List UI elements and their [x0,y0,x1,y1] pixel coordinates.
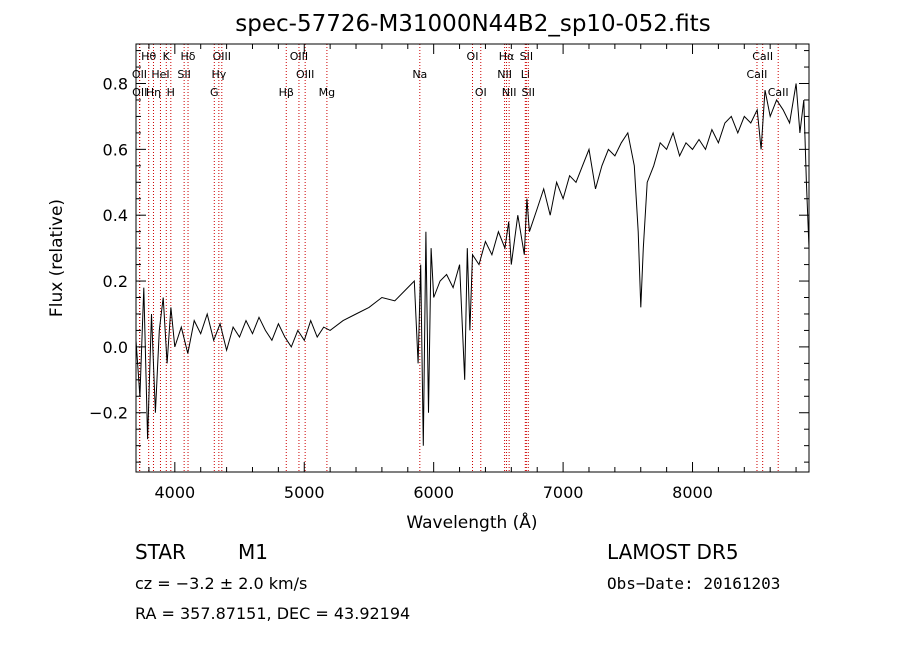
spectral-line-label: Hη [146,86,161,99]
coordinates: RA = 357.87151, DEC = 43.92194 [135,604,411,623]
redshift-velocity: cz = −3.2 ± 2.0 km/s [135,574,308,593]
object-class: STAR [135,540,186,564]
object-subclass: M1 [238,540,268,564]
spectral-line-label: OIII [213,50,231,63]
x-axis-label: Wavelength (Å) [406,511,537,533]
spectral-line-label: Hβ [279,86,294,99]
spectral-line-label: HeI [151,68,169,81]
spectrum-line [135,83,810,446]
y-tick-label: 0.8 [103,75,128,94]
spectral-line-label: CaII [768,86,789,99]
spectral-line-label: CaII [747,68,768,81]
y-tick-label: 0.6 [103,140,128,159]
spectral-line-label: SII [520,50,533,63]
spectral-line-label: Hδ [181,50,196,63]
spectrum-series [135,83,810,446]
y-tick-label: 0.2 [103,272,128,291]
spectral-line-label: SII [522,86,535,99]
x-tick-label: 6000 [413,483,454,502]
x-tick-label: 7000 [543,483,584,502]
spectral-line-label: OIII [296,68,314,81]
spectral-line-label: H [167,86,175,99]
y-tick-label: −0.2 [89,404,128,423]
spectral-line-label: SII [177,68,190,81]
spectral-line-label: NII [502,86,517,99]
spectral-line-label: Li [521,68,530,81]
survey-name: LAMOST DR5 [607,540,739,564]
spectral-line-label: OI [467,50,479,63]
spectral-line-label: Mg [319,86,335,99]
x-tick-label: 5000 [284,483,325,502]
spectral-line-label: Na [412,68,427,81]
spectral-line-label: K [163,50,171,63]
spectral-line-label: NII [497,68,512,81]
y-tick-label: 0.0 [103,338,128,357]
spectral-line-label: CaII [752,50,773,63]
spectral-line-label: OI [475,86,487,99]
x-tick-label: 4000 [154,483,195,502]
spectral-line-label: OIII [290,50,308,63]
x-tick-label: 8000 [672,483,713,502]
y-axis-label: Flux (relative) [47,199,67,317]
spectral-line-label: G [210,86,219,99]
axis-ticks: 4000 5000 6000 7000 8000 −0.2 0.0 0.2 0.4 0.6 0.8 [89,44,809,502]
spectral-line-label: Hγ [211,68,226,81]
spectral-line-label: Hα [499,50,515,63]
chart-title: spec-57726-M31000N44B2_sp10-052.fits [235,11,710,37]
y-tick-label: 0.4 [103,206,128,225]
observation-date: Obs−Date: 20161203 [607,574,781,593]
plot-frame [135,43,810,473]
spectral-line-label: Hθ [141,50,156,63]
